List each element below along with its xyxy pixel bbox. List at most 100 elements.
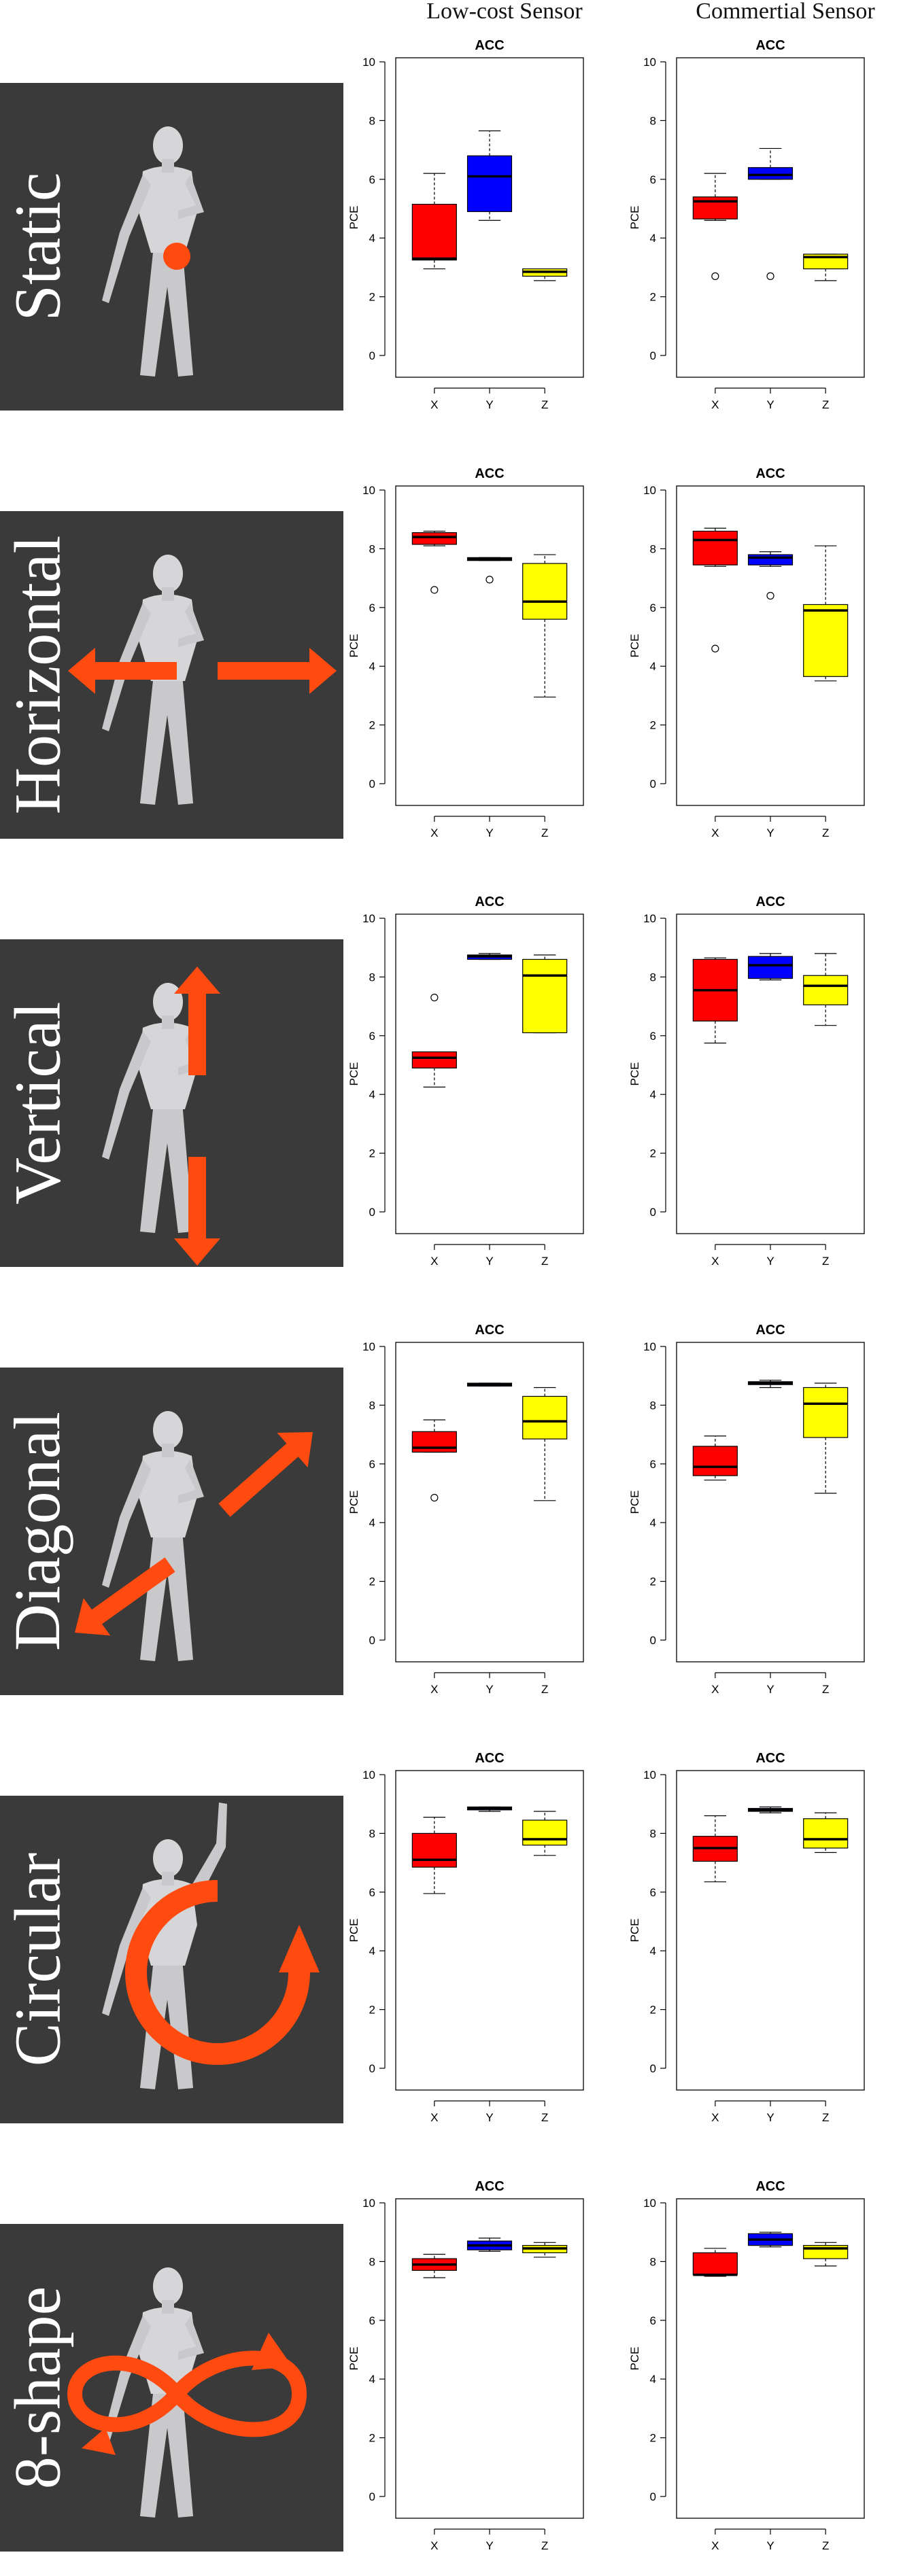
y-tick-label: 10 xyxy=(643,2197,656,2210)
box-y xyxy=(466,130,513,221)
x-tick-label: Y xyxy=(766,2539,774,2552)
x-tick-label: X xyxy=(430,2539,438,2552)
column-header-low-cost: Low-cost Sensor xyxy=(426,0,583,24)
motion-illustration: Vertical xyxy=(0,939,343,1267)
y-tick-label: 8 xyxy=(369,114,375,127)
plot-frame xyxy=(676,485,865,806)
boxplot-chart: ACC 0 2 4 6 8 10 PCE X Y Z xyxy=(628,1323,865,1696)
y-tick-label: 10 xyxy=(362,484,375,497)
box-z xyxy=(522,554,568,698)
y-tick-label: 10 xyxy=(362,1769,375,1781)
y-tick-label: 6 xyxy=(369,173,375,186)
x-tick-label: Y xyxy=(485,2539,493,2552)
y-tick-label: 6 xyxy=(650,173,656,186)
y-tick-label: 8 xyxy=(650,542,656,555)
box-x xyxy=(692,173,738,280)
chart-title: ACC xyxy=(755,1751,785,1766)
y-tick-label: 0 xyxy=(369,1206,375,1219)
y-tick-label: 8 xyxy=(650,1827,656,1840)
y-tick-label: 4 xyxy=(650,660,656,673)
box-x xyxy=(692,1435,738,1481)
arrow-up-icon xyxy=(174,967,220,1075)
box-iqr xyxy=(747,167,794,180)
x-tick-label: X xyxy=(711,398,719,411)
box-iqr xyxy=(803,1818,849,1849)
box-y xyxy=(747,1806,794,1813)
x-tick-label: X xyxy=(711,826,719,839)
plot-vertical-commertial: ACC 0 2 4 6 8 10 PCE X Y Z xyxy=(628,894,920,1289)
chart-title: ACC xyxy=(755,2179,785,2194)
y-tick-label: 10 xyxy=(643,484,656,497)
row-label: Circular xyxy=(0,1796,75,2123)
x-tick-label: X xyxy=(711,1255,719,1268)
plot-frame xyxy=(395,485,584,806)
plot-frame xyxy=(676,1342,865,1663)
y-tick-label: 4 xyxy=(369,1516,375,1529)
box-iqr xyxy=(411,1832,457,1868)
box-iqr xyxy=(692,2252,738,2276)
x-tick-label: Z xyxy=(541,2111,548,2124)
x-tick-label: X xyxy=(711,1683,719,1696)
plot-frame xyxy=(676,1770,865,2091)
y-tick-label: 8 xyxy=(650,2255,656,2268)
x-tick-label: Y xyxy=(766,1683,774,1696)
plot-horizontal-low-cost: ACC 0 2 4 6 8 10 PCE X Y Z xyxy=(347,466,647,861)
plot-circular-low-cost: ACC 0 2 4 6 8 10 PCE X Y Z xyxy=(347,1751,647,2146)
y-tick-label: 4 xyxy=(650,1945,656,1957)
row-label-text: Circular xyxy=(1,1852,73,2067)
chart-title: ACC xyxy=(475,38,504,53)
row-label-text: Static xyxy=(1,172,73,321)
y-tick-label: 6 xyxy=(650,602,656,614)
y-tick-label: 0 xyxy=(650,349,656,362)
y-tick-label: 2 xyxy=(650,1576,656,1588)
row-label: 8-shape xyxy=(0,2224,75,2552)
arrow-left-icon xyxy=(68,648,177,694)
box-z xyxy=(803,254,849,281)
chart-title: ACC xyxy=(755,1323,785,1338)
plot-diagonal-low-cost: ACC 0 2 4 6 8 10 PCE X Y Z xyxy=(347,1323,647,1718)
x-tick-label: Z xyxy=(822,1683,829,1696)
box-x xyxy=(411,530,457,594)
box-z xyxy=(803,1812,849,1853)
chart-title: ACC xyxy=(755,894,785,909)
human-figure xyxy=(102,1411,204,1661)
box-iqr xyxy=(803,1387,849,1438)
boxplot-chart: ACC 0 2 4 6 8 10 PCE X Y Z xyxy=(628,38,865,411)
box-z xyxy=(522,268,568,281)
y-tick-label: 2 xyxy=(650,719,656,732)
y-tick-label: 4 xyxy=(650,2373,656,2386)
y-tick-label: 6 xyxy=(369,2314,375,2327)
row-label-text: Diagonal xyxy=(1,1412,74,1651)
outlier-point xyxy=(485,576,494,584)
x-tick-label: X xyxy=(711,2539,719,2552)
plot-diagonal-commertial: ACC 0 2 4 6 8 10 PCE X Y Z xyxy=(628,1323,920,1718)
x-tick-label: Z xyxy=(822,2111,829,2124)
boxplot-chart: ACC 0 2 4 6 8 10 PCE X Y Z xyxy=(347,38,584,411)
boxplot-chart: ACC 0 2 4 6 8 10 PCE X Y Z xyxy=(347,1751,584,2124)
y-tick-label: 6 xyxy=(369,1030,375,1043)
outlier-point xyxy=(711,272,719,280)
x-tick-label: Z xyxy=(541,1683,548,1696)
box-z xyxy=(803,545,849,682)
chart-title: ACC xyxy=(475,466,504,481)
x-tick-label: Y xyxy=(766,1255,774,1268)
boxplot-chart: ACC 0 2 4 6 8 10 PCE X Y Z xyxy=(347,1323,584,1696)
box-x xyxy=(411,1419,457,1502)
x-tick-label: Y xyxy=(485,1683,493,1696)
y-tick-label: 10 xyxy=(643,912,656,925)
boxplot-chart: ACC 0 2 4 6 8 10 PCE X Y Z xyxy=(347,466,584,839)
box-x xyxy=(692,2248,738,2277)
box-iqr xyxy=(803,975,849,1006)
box-y xyxy=(747,953,794,981)
chart-title: ACC xyxy=(475,2179,504,2194)
box-y xyxy=(466,1382,513,1387)
y-tick-label: 2 xyxy=(650,2004,656,2017)
box-x xyxy=(411,1817,457,1894)
arrow-up-right-icon xyxy=(218,1432,313,1517)
x-tick-label: X xyxy=(430,826,438,839)
x-tick-label: Z xyxy=(822,826,829,839)
y-tick-label: 8 xyxy=(369,971,375,984)
x-tick-label: Z xyxy=(822,398,829,411)
boxplot-chart: ACC 0 2 4 6 8 10 PCE X Y Z xyxy=(628,894,865,1268)
y-tick-label: 2 xyxy=(369,291,375,304)
